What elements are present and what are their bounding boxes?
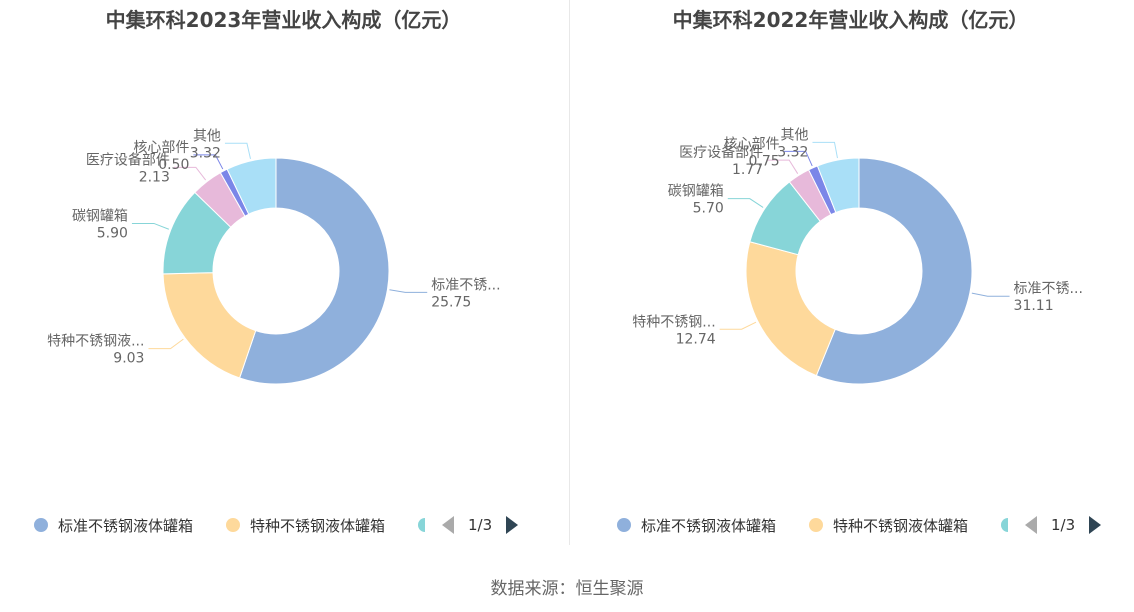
donut-slice[interactable]	[226, 157, 277, 215]
legend-marker	[34, 518, 48, 532]
label-leader-line	[224, 142, 251, 159]
slice-value-label: 5.70	[693, 201, 724, 217]
legend-item-special-tank[interactable]: 特种不锈钢液体罐箱	[226, 512, 385, 538]
label-leader-line	[812, 141, 838, 159]
legend-item-partial[interactable]	[418, 512, 425, 538]
next-page-icon[interactable]	[506, 516, 519, 534]
prev-page-icon[interactable]	[442, 516, 454, 534]
slice-name-label: 碳钢罐箱	[72, 208, 128, 224]
slice-value-label: 3.32	[190, 145, 221, 161]
legend-label: 标准不锈钢液体罐箱	[58, 516, 194, 535]
slice-value-label: 3.32	[777, 144, 808, 160]
slice-name-label: 医疗设备部件	[86, 151, 170, 168]
chart-legend: 标准不锈钢液体罐箱 特种不锈钢液体罐箱 1/3	[567, 512, 1134, 538]
legend-item-special-tank[interactable]: 特种不锈钢液体罐箱	[809, 512, 968, 538]
slice-value-label: 5.90	[97, 225, 128, 241]
label-leader-line	[719, 321, 757, 330]
label-leader-line	[193, 154, 224, 170]
panel-divider	[569, 0, 570, 545]
slice-value-label: 25.75	[431, 294, 471, 310]
slice-value-label: 2.13	[139, 169, 170, 185]
donut-slice[interactable]	[162, 272, 257, 379]
slice-name-label: 标准不锈...	[1014, 281, 1083, 297]
chart-legend: 标准不锈钢液体罐箱 特种不锈钢液体罐箱 1/3	[0, 512, 567, 538]
label-leader-line	[148, 338, 184, 350]
legend-page-indicator: 1/3	[468, 516, 493, 534]
label-leader-line	[389, 289, 428, 293]
donut-slice[interactable]	[815, 157, 973, 385]
legend-page-indicator: 1/3	[1051, 516, 1076, 534]
donut-slice[interactable]	[816, 157, 860, 214]
legend-label: 特种不锈钢液体罐箱	[250, 516, 386, 535]
slice-name-label: 医疗设备部件	[679, 144, 763, 161]
slice-value-label: 31.11	[1014, 298, 1054, 314]
legend-label: 特种不锈钢液体罐箱	[833, 516, 969, 535]
slice-name-label: 碳钢罐箱	[668, 184, 724, 200]
donut-slice[interactable]	[745, 241, 836, 377]
legend-marker	[1001, 518, 1008, 532]
legend-marker	[418, 518, 425, 532]
next-page-icon[interactable]	[1089, 516, 1102, 534]
slice-value-label: 0.50	[158, 157, 189, 173]
chart-panel-2023: 中集环科2023年营业收入构成（亿元） 标准不锈... 25.75 特种不锈钢液..…	[0, 0, 567, 545]
chart-title: 中集环科2023年营业收入构成（亿元）	[105, 8, 462, 32]
slice-name-label: 其他	[780, 127, 808, 143]
data-source-note: 数据来源：恒生聚源	[490, 579, 644, 599]
label-leader-line	[173, 166, 207, 181]
label-leader-line	[767, 159, 799, 174]
legend-marker	[617, 518, 631, 532]
label-leader-line	[131, 222, 170, 230]
slice-value-label: 12.74	[676, 331, 716, 347]
label-leader-line	[971, 292, 1010, 297]
legend-marker	[809, 518, 823, 532]
slice-name-label: 标准不锈...	[431, 277, 500, 293]
slice-value-label: 9.03	[113, 351, 144, 367]
legend-pager: 1/3	[442, 512, 519, 538]
slice-name-label: 核心部件	[724, 136, 780, 152]
prev-page-icon[interactable]	[1025, 516, 1037, 534]
slice-name-label: 特种不锈钢液...	[47, 334, 144, 350]
legend-item-partial[interactable]	[1001, 512, 1008, 538]
label-leader-line	[783, 150, 813, 167]
label-leader-line	[727, 198, 764, 208]
chart-panel-2022: 中集环科2022年营业收入构成（亿元） 标准不锈... 31.11 特种不锈钢...…	[567, 0, 1134, 545]
legend-item-standard-tank[interactable]: 标准不锈钢液体罐箱	[617, 512, 776, 538]
donut-slice[interactable]	[238, 157, 390, 385]
slice-name-label: 特种不锈钢...	[632, 314, 715, 330]
slice-name-label: 核心部件	[133, 140, 189, 156]
legend-item-standard-tank[interactable]: 标准不锈钢液体罐箱	[34, 512, 193, 538]
legend-pager: 1/3	[1025, 512, 1102, 538]
slice-value-label: 0.75	[749, 153, 780, 169]
chart-title: 中集环科2022年营业收入构成（亿元）	[672, 8, 1029, 32]
legend-marker	[226, 518, 240, 532]
slice-value-label: 1.77	[732, 162, 763, 178]
slice-name-label: 其他	[193, 128, 221, 144]
legend-label: 标准不锈钢液体罐箱	[641, 516, 777, 535]
